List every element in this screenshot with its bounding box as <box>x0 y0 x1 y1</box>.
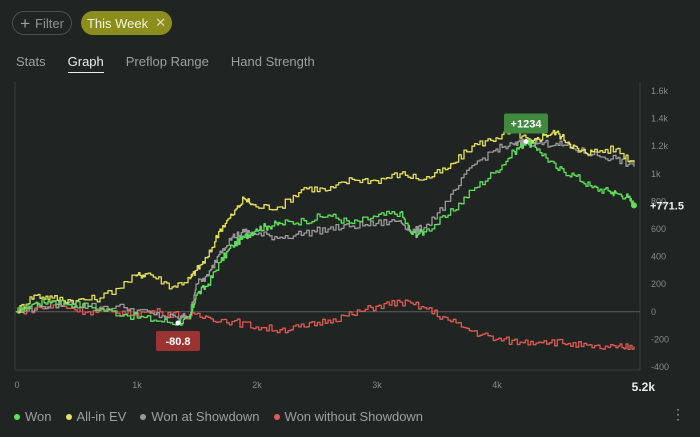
min-annotation: -80.8 <box>156 320 200 351</box>
y-tick-label: 800 <box>651 196 666 206</box>
winnings-graph[interactable]: 1.6k 1.4k 1.2k 1k 800 600 400 200 0 -200 -400 0 1k 2k… <box>0 80 700 402</box>
annotation-point <box>175 320 181 326</box>
y-tick-label: 200 <box>651 279 666 289</box>
legend-item-all-in-ev[interactable]: All-in EV <box>65 409 126 424</box>
y-tick-label: -400 <box>651 362 669 372</box>
won-end-label: +771.5 <box>650 200 684 212</box>
y-tick-label: 400 <box>651 252 666 262</box>
series-line-won-without-showdown <box>16 299 635 351</box>
chip-label: This Week <box>86 15 149 31</box>
this-week-chip[interactable]: This Week ✕ <box>81 11 172 35</box>
x-tick-label: 3k <box>372 380 382 390</box>
max-annotation: +1234 <box>504 113 548 145</box>
y-tick-label: 1.4k <box>651 114 669 124</box>
filter-label: Filter <box>35 15 64 31</box>
y-tick-label: 1.6k <box>651 86 669 96</box>
x-tick-label: 4k <box>492 380 502 390</box>
legend-item-won-without-showdown[interactable]: Won without Showdown <box>273 409 423 424</box>
y-tick-label: 1.2k <box>651 141 669 151</box>
y-tick-label: -200 <box>651 334 669 344</box>
x-tick-label-max: 5.2k <box>632 380 656 394</box>
x-tick-label: 0 <box>14 380 19 390</box>
more-vertical-icon[interactable]: ⋮ <box>671 406 685 422</box>
won-end-marker <box>631 202 637 209</box>
won-dot-icon <box>14 413 20 420</box>
x-tick-label: 1k <box>132 380 142 390</box>
tab-graph[interactable]: Graph <box>67 54 104 73</box>
close-icon[interactable]: ✕ <box>155 15 167 30</box>
showdown-dot-icon <box>140 413 147 420</box>
legend: Won All-in EV Won at Showdown Won withou… <box>14 409 423 424</box>
y-tick-label: 0 <box>651 307 656 317</box>
x-tick-label: 2k <box>252 380 262 390</box>
filter-button[interactable]: + Filter <box>12 11 72 35</box>
tab-hand-strength[interactable]: Hand Strength <box>230 54 315 69</box>
annotation-label: -80.8 <box>165 336 190 348</box>
no-showdown-dot-icon <box>273 413 280 420</box>
annotation-point <box>523 139 529 145</box>
series-line-won <box>16 138 635 326</box>
all-in-ev-dot-icon <box>65 413 72 420</box>
annotation-badge <box>504 113 548 134</box>
annotation-badge <box>156 330 200 351</box>
series-line-won-at-showdown <box>16 138 635 321</box>
annotation-label: +1234 <box>511 119 543 131</box>
plus-icon: + <box>20 13 31 33</box>
y-tick-label: 600 <box>651 224 666 234</box>
tab-stats[interactable]: Stats <box>16 54 46 69</box>
tab-bar: Stats Graph Preflop Range Hand Strength <box>16 54 315 73</box>
tab-preflop-range[interactable]: Preflop Range <box>125 54 209 69</box>
legend-item-won-at-showdown[interactable]: Won at Showdown <box>140 409 260 424</box>
legend-item-won[interactable]: Won <box>14 409 52 424</box>
series-line-all-in-ev <box>16 128 635 314</box>
y-tick-label: 1k <box>651 169 661 179</box>
